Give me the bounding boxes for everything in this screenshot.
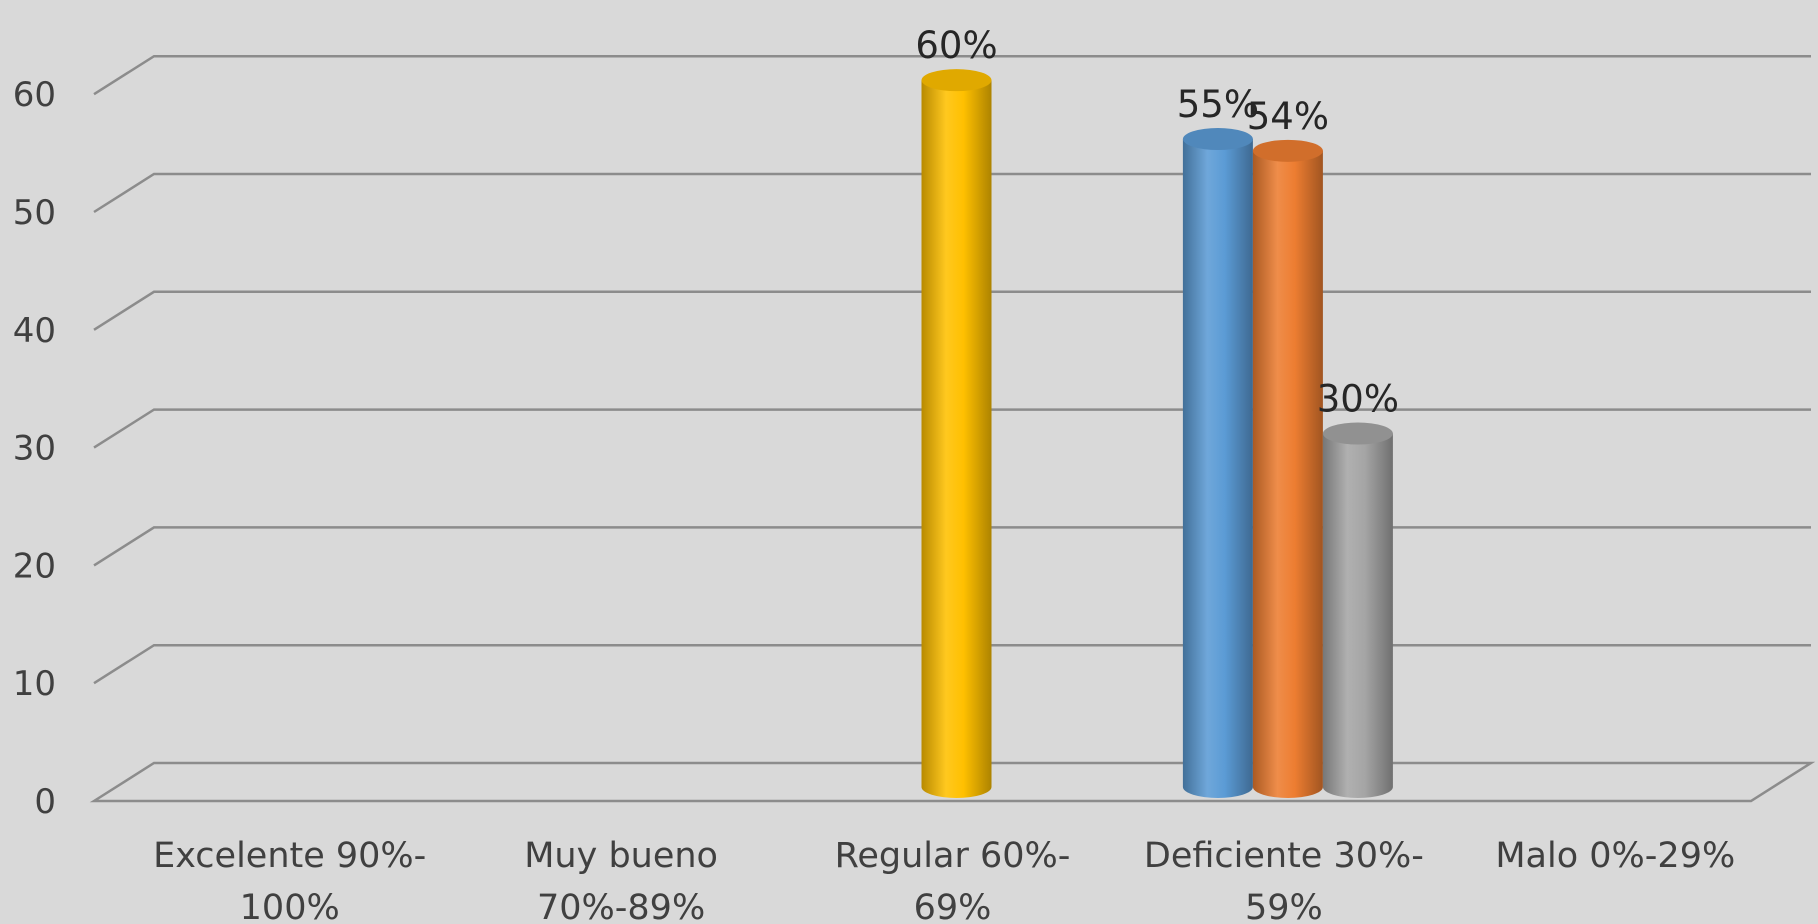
category-label: Malo 0%-29%	[1495, 836, 1735, 876]
y-tick-label: 30	[13, 429, 56, 469]
category-label: 69%	[914, 888, 992, 924]
category-label: 59%	[1245, 888, 1323, 924]
data-label: 30%	[1317, 378, 1399, 421]
bar-top	[1322, 422, 1393, 445]
category-label: Muy bueno	[524, 836, 718, 876]
data-labels: 60% 55%54% 30%	[915, 24, 1399, 420]
bar	[921, 69, 992, 798]
bar-top	[921, 69, 992, 92]
category-label: Deficiente 30%-	[1144, 836, 1424, 876]
bar	[1182, 128, 1253, 798]
y-tick-label: 20	[13, 546, 56, 586]
y-tick-label: 0	[34, 782, 56, 822]
bar-top	[1182, 128, 1253, 151]
data-label: 54%	[1247, 95, 1329, 138]
bar-body	[1182, 139, 1253, 798]
bar-body	[1252, 150, 1323, 798]
floor-gridline	[89, 761, 1816, 803]
y-tick-label: 10	[13, 664, 56, 704]
data-label: 60%	[915, 24, 997, 67]
category-label: 70%-89%	[537, 888, 705, 924]
bar-body	[921, 80, 992, 798]
y-tick-label: 50	[13, 193, 56, 233]
bar	[1322, 422, 1393, 798]
bar-body	[1322, 433, 1393, 798]
category-label: 100%	[240, 888, 340, 924]
grid	[89, 54, 1816, 803]
bars	[921, 69, 1393, 798]
x-axis: Excelente 90%- 100% Muy bueno 70%-89% Regula…	[153, 836, 1735, 924]
gridline	[93, 54, 1811, 96]
bar	[1252, 139, 1323, 798]
y-tick-label: 60	[13, 75, 56, 115]
y-axis: 0 10 20 30 40 50 60	[13, 75, 56, 822]
y-tick-label: 40	[13, 311, 56, 351]
category-label: Excelente 90%-	[153, 836, 426, 876]
data-label: 55%	[1177, 83, 1259, 126]
category-label: Regular 60%-	[835, 836, 1071, 876]
bar-top	[1252, 139, 1323, 162]
